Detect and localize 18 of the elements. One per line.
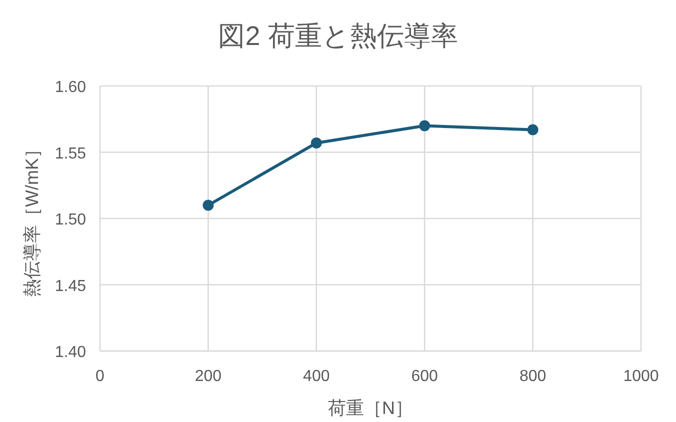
chart-title: 図2 荷重と熱伝導率 xyxy=(218,21,458,51)
x-axis-title: 荷重［N］ xyxy=(328,398,413,418)
x-tick-label: 800 xyxy=(519,368,546,385)
y-tick-label: 1.60 xyxy=(54,79,86,96)
x-tick-label: 400 xyxy=(303,368,330,385)
x-tick-label: 1000 xyxy=(623,368,659,385)
point xyxy=(419,120,430,132)
y-tick-label: 1.40 xyxy=(54,344,86,361)
point xyxy=(310,137,322,148)
point xyxy=(527,124,538,136)
y-axis-title: 熱伝導率［W/mK］ xyxy=(22,140,42,297)
x-tick-label: 0 xyxy=(96,368,105,385)
x-tick-label: 200 xyxy=(194,368,222,385)
y-tick-label: 1.55 xyxy=(54,145,86,162)
point xyxy=(202,200,214,211)
y-tick-label: 1.50 xyxy=(54,212,86,228)
x-tick-label: 600 xyxy=(411,368,438,385)
y-tick-label: 1.45 xyxy=(54,278,86,295)
